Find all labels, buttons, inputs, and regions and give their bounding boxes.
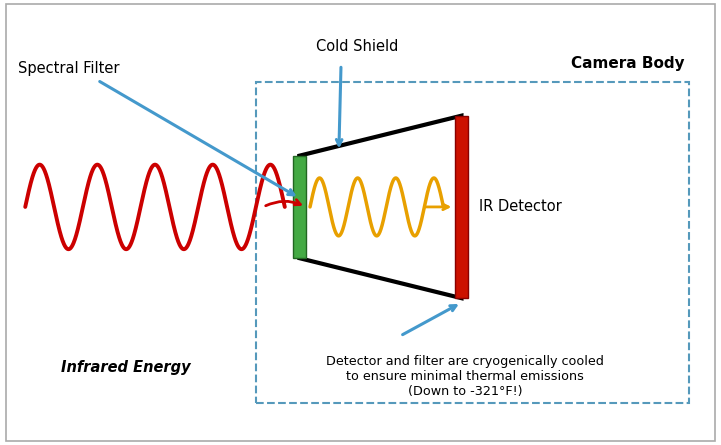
Text: Cold Shield: Cold Shield bbox=[316, 39, 398, 54]
Text: Detector and filter are cryogenically cooled
to ensure minimal thermal emissions: Detector and filter are cryogenically co… bbox=[326, 355, 604, 397]
Bar bbox=[293, 156, 306, 258]
Bar bbox=[455, 116, 468, 298]
Text: Spectral Filter: Spectral Filter bbox=[18, 61, 120, 77]
Text: IR Detector: IR Detector bbox=[479, 199, 562, 214]
Text: Infrared Energy: Infrared Energy bbox=[61, 360, 191, 375]
Polygon shape bbox=[299, 116, 461, 298]
Text: Camera Body: Camera Body bbox=[571, 56, 685, 71]
FancyBboxPatch shape bbox=[256, 82, 689, 403]
